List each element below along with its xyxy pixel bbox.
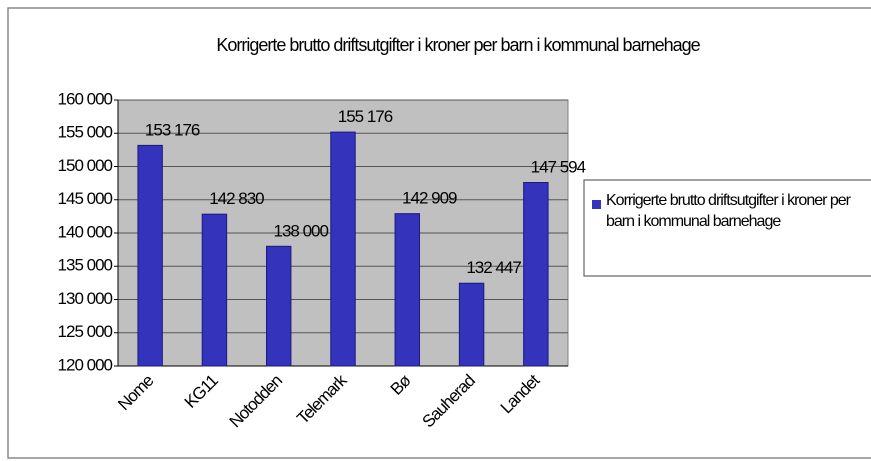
legend-box bbox=[583, 179, 871, 277]
bar bbox=[137, 144, 163, 367]
y-tick-label: 135 000 bbox=[58, 256, 113, 275]
bar bbox=[394, 213, 421, 367]
y-tick-label: 160 000 bbox=[58, 89, 113, 108]
bar bbox=[458, 282, 485, 367]
bar bbox=[201, 213, 228, 367]
y-tick-label: 120 000 bbox=[58, 355, 113, 374]
legend-label: Korrigerte brutto driftsutgifter i krone… bbox=[606, 192, 851, 230]
y-tick-label: 150 000 bbox=[58, 156, 113, 175]
legend-marker bbox=[592, 200, 601, 209]
value-label: 153 176 bbox=[145, 120, 200, 139]
y-tick-label: 145 000 bbox=[58, 189, 113, 208]
value-label: 142 830 bbox=[209, 189, 264, 208]
bar bbox=[523, 181, 549, 367]
value-label: 132 447 bbox=[466, 258, 521, 277]
y-tick-label: 140 000 bbox=[58, 222, 113, 241]
y-tick-label: 130 000 bbox=[58, 289, 113, 308]
chart-title: Korrigerte brutto driftsutgifter i krone… bbox=[216, 35, 700, 55]
value-label: 138 000 bbox=[273, 221, 328, 240]
y-tick-label: 155 000 bbox=[58, 123, 113, 142]
value-label: 142 909 bbox=[402, 189, 457, 208]
value-label: 147 594 bbox=[531, 157, 586, 176]
value-label: 155 176 bbox=[338, 107, 393, 126]
bar bbox=[330, 131, 356, 367]
bar bbox=[266, 245, 292, 367]
y-tick-label: 125 000 bbox=[58, 322, 113, 341]
